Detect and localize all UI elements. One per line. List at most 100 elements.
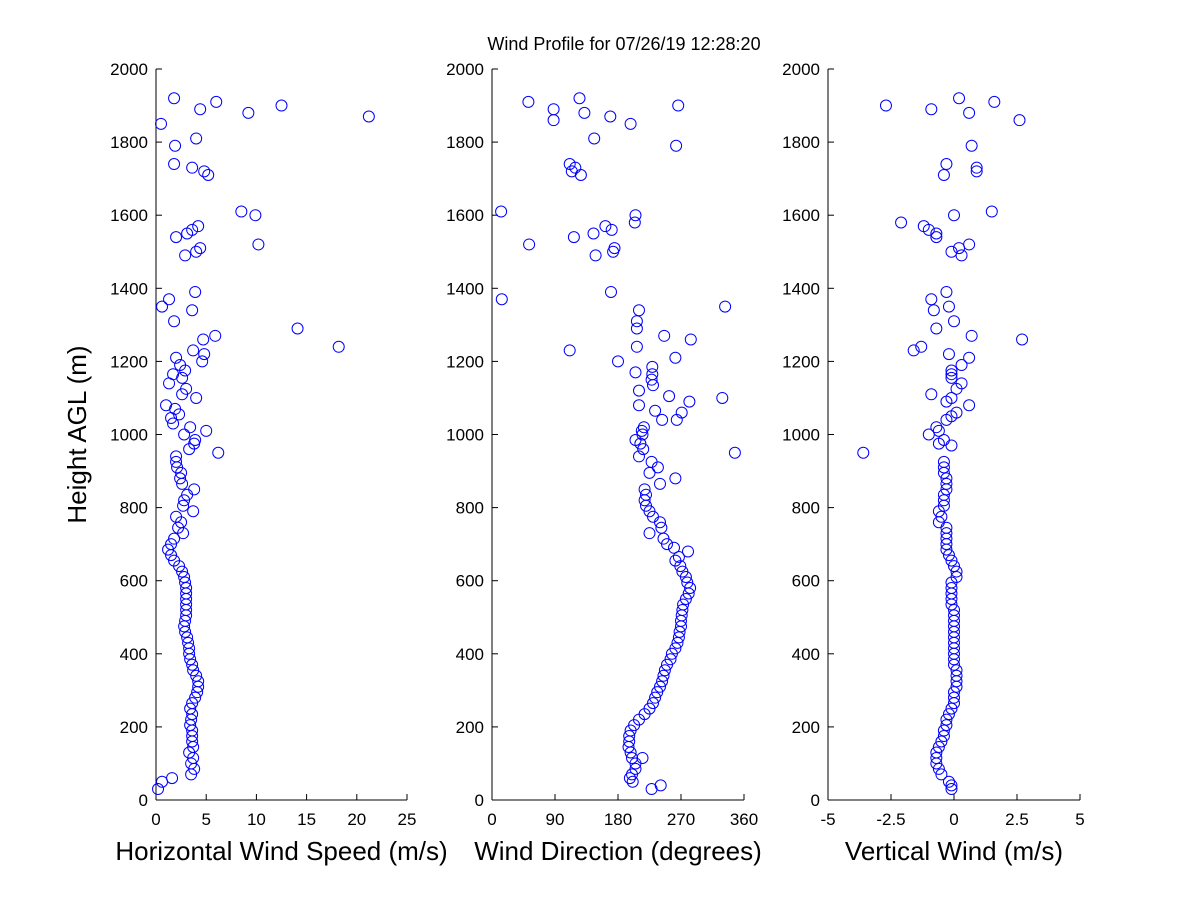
data-point: [547, 114, 560, 127]
data-point: [190, 132, 203, 145]
data-point: [495, 293, 508, 306]
data-point: [950, 664, 963, 677]
data-point: [647, 697, 659, 710]
panel-2: 0 200 400 600 800 1000 1200 1400 1600 1800 2000 0 90…: [446, 60, 762, 866]
data-point: [955, 249, 968, 262]
data-point: [1013, 114, 1026, 127]
data-point: [728, 446, 741, 459]
data-point: [925, 388, 938, 401]
data-point: [719, 300, 732, 313]
data-point: [200, 424, 213, 437]
data-point: [182, 636, 195, 649]
data-point: [930, 231, 943, 244]
data-point: [165, 538, 178, 551]
data-point: [945, 582, 958, 595]
data-point: [937, 724, 950, 737]
y-tick-label: 1600: [446, 206, 484, 225]
panel-1: 0 200 400 600 800 1000 1200 1400 1600 1800 2000 0 5 1…: [62, 60, 448, 866]
data-point: [937, 433, 950, 446]
data-point: [573, 92, 586, 105]
data-point: [651, 686, 664, 699]
data-point: [654, 680, 666, 693]
x-tick-label: 270: [667, 810, 695, 829]
data-point: [945, 439, 958, 452]
data-point: [940, 719, 953, 732]
data-point: [684, 333, 697, 346]
data-point: [945, 391, 958, 404]
data-point: [1016, 333, 1029, 346]
y-tick-label: 1600: [782, 206, 820, 225]
data-point: [605, 223, 618, 236]
data-point: [985, 205, 998, 218]
data-point: [655, 521, 668, 534]
data-point: [187, 664, 200, 677]
data-point: [970, 161, 983, 174]
data-point: [716, 391, 729, 404]
y-tick-label: 1200: [110, 352, 148, 371]
data-point: [547, 103, 560, 116]
data-point: [291, 322, 304, 335]
data-point: [664, 653, 677, 666]
data-point: [948, 315, 960, 328]
data-point: [663, 390, 676, 403]
data-point: [950, 406, 963, 419]
data-point: [942, 775, 955, 788]
data-point: [658, 329, 671, 342]
y-tick-label: 800: [792, 499, 820, 518]
data-point: [672, 550, 685, 563]
data-point: [937, 168, 950, 181]
data-point: [168, 532, 181, 545]
data-point: [176, 565, 189, 578]
data-point: [178, 571, 191, 584]
data-point: [679, 592, 692, 605]
data-point: [630, 315, 643, 328]
data-point: [945, 368, 958, 381]
x-tick-label: 0: [949, 810, 958, 829]
y-tick-label: 600: [120, 572, 148, 591]
data-point: [646, 360, 659, 373]
data-point: [194, 103, 207, 116]
data-point: [950, 669, 963, 682]
data-point: [567, 231, 580, 244]
y-tick-label: 2000: [782, 60, 820, 79]
data-point: [578, 106, 591, 119]
data-point: [942, 300, 955, 313]
data-point: [940, 158, 953, 171]
data-point: [675, 406, 688, 419]
data-point: [623, 772, 636, 785]
data-point: [935, 735, 948, 748]
data-point: [588, 132, 601, 145]
data-point: [945, 245, 958, 258]
data-point: [963, 399, 976, 412]
data-point: [188, 483, 201, 496]
data-point: [683, 395, 696, 408]
data-point: [656, 413, 669, 426]
data-point: [190, 391, 203, 404]
x-tick-label: 10: [247, 810, 266, 829]
data-point: [672, 99, 685, 112]
data-point: [565, 165, 578, 178]
data-point: [523, 238, 536, 251]
data-point: [645, 455, 658, 468]
data-point: [152, 783, 165, 796]
data-point: [170, 450, 183, 463]
data-point: [649, 691, 662, 704]
data-point: [187, 344, 200, 357]
y-tick-label: 1800: [782, 133, 820, 152]
data-point: [170, 510, 183, 523]
data-point: [948, 560, 960, 573]
data-point: [927, 304, 940, 317]
y-tick-label: 1800: [446, 133, 484, 152]
data-point: [186, 658, 199, 671]
data-point: [676, 603, 689, 616]
data-point: [955, 377, 968, 390]
data-point: [637, 421, 650, 434]
data-point: [605, 285, 617, 298]
x-tick-label: 90: [546, 810, 565, 829]
panel-3: 0 200 400 600 800 1000 1200 1400 1600 1800 2000 -5 -…: [782, 60, 1085, 866]
data-point: [633, 384, 645, 397]
data-point: [168, 315, 181, 328]
x-tick-label: 0: [151, 810, 160, 829]
x-tick-label: -2.5: [876, 810, 905, 829]
